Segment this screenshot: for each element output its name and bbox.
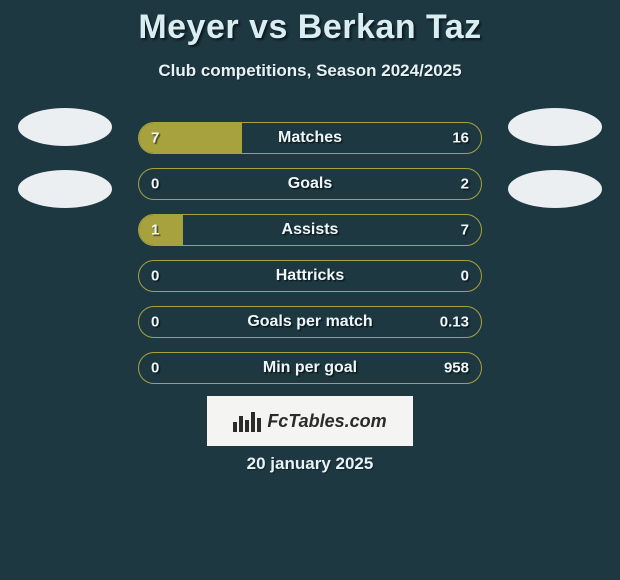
page-subtitle: Club competitions, Season 2024/2025: [0, 61, 620, 81]
club-oval-placeholder: [508, 170, 602, 208]
stat-bar: 0 958Min per goal: [138, 352, 482, 384]
bar-value-right: 16: [452, 130, 469, 147]
infographic-container: Meyer vs Berkan Taz Club competitions, S…: [0, 0, 620, 580]
bar-value-left: 0: [151, 360, 159, 377]
club-oval-placeholder: [18, 170, 112, 208]
bar-label: Goals: [139, 175, 481, 193]
bar-value-right: 0: [461, 268, 469, 285]
club-oval-placeholder: [18, 108, 112, 146]
bar-value-left: 7: [151, 130, 159, 147]
club-left-column: [18, 108, 112, 208]
bar-value-left: 0: [151, 314, 159, 331]
stat-bar: 0 2Goals: [138, 168, 482, 200]
bar-value-right: 0.13: [440, 314, 469, 331]
page-title: Meyer vs Berkan Taz: [0, 0, 620, 47]
bar-value-right: 2: [461, 176, 469, 193]
bar-label: Goals per match: [139, 313, 481, 331]
club-right-column: [508, 108, 602, 208]
comparison-bars: 716Matches02Goals17Assists00Hattricks00.…: [138, 122, 482, 384]
fctables-chart-icon: [233, 410, 261, 432]
stat-bar: 0 0.13Goals per match: [138, 306, 482, 338]
bar-label: Hattricks: [139, 267, 481, 285]
bar-value-left: 1: [151, 222, 159, 239]
fctables-badge: FcTables.com: [207, 396, 413, 446]
bar-value-left: 0: [151, 176, 159, 193]
bar-value-right: 7: [461, 222, 469, 239]
bar-fill-left: [139, 215, 183, 245]
stat-bar: 716Matches: [138, 122, 482, 154]
bar-value-left: 0: [151, 268, 159, 285]
stat-bar: 0 0Hattricks: [138, 260, 482, 292]
club-oval-placeholder: [508, 108, 602, 146]
bar-label: Min per goal: [139, 359, 481, 377]
snapshot-date: 20 january 2025: [0, 454, 620, 474]
fctables-label: FcTables.com: [267, 411, 386, 432]
bar-label: Assists: [139, 221, 481, 239]
bar-value-right: 958: [444, 360, 469, 377]
stat-bar: 1 7Assists: [138, 214, 482, 246]
